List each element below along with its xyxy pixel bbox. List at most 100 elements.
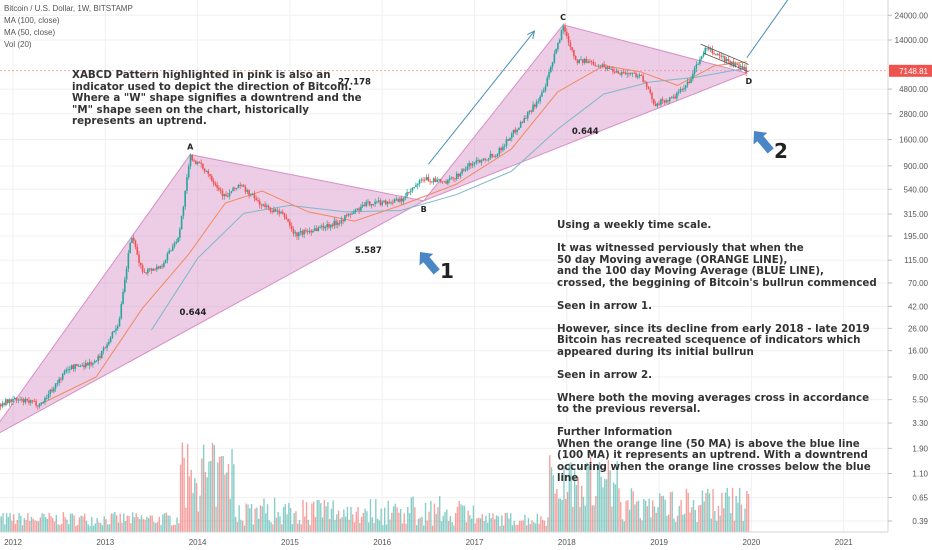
candle-body: [441, 181, 444, 183]
candle-body: [207, 170, 210, 175]
volume-bar: [366, 511, 368, 532]
volume-bar: [451, 522, 453, 532]
volume-bar: [199, 495, 201, 532]
candle-body: [697, 64, 699, 65]
callout-arrow-1: [419, 252, 440, 275]
candle-body: [534, 104, 536, 107]
candle-body: [289, 221, 291, 226]
candle-body: [692, 73, 694, 80]
volume-bar: [705, 492, 707, 532]
candle-body: [342, 219, 344, 221]
candle-body: [58, 378, 60, 383]
pattern-ratio-label: 27.178: [338, 78, 371, 88]
candle-body: [739, 65, 742, 67]
volume-bar: [586, 462, 588, 532]
candle-body: [223, 194, 226, 197]
volume-bar: [618, 488, 620, 532]
candle-body: [230, 191, 233, 193]
price-tick-label: 0.65: [912, 494, 928, 503]
candle-body: [642, 75, 644, 82]
candle-body: [596, 65, 598, 67]
volume-bar: [80, 515, 82, 532]
pattern-ratio-label: 5.587: [355, 246, 382, 256]
price-tick-label: 2800.00: [899, 110, 928, 119]
price-tick-label: 26.00: [908, 324, 929, 333]
candle-body: [271, 211, 273, 213]
legend-ma100[interactable]: MA (100, close): [4, 16, 60, 25]
candle-body: [548, 72, 550, 78]
candle-body: [102, 347, 105, 351]
volume-bar: [321, 517, 324, 532]
candle-body: [645, 82, 648, 87]
volume-bar: [186, 443, 189, 532]
candle-body: [333, 220, 336, 226]
price-tick-label: 14000.00: [895, 36, 929, 45]
candle-body: [578, 59, 581, 64]
candle-body: [228, 192, 231, 197]
volume-bar: [201, 458, 203, 532]
candle-body: [583, 58, 586, 63]
volume-bar: [426, 520, 428, 532]
legend-ma50[interactable]: MA (50, close): [4, 28, 56, 37]
volume-bar: [463, 505, 466, 532]
pattern-ratio-label: 0.644: [572, 127, 599, 137]
legend-vol[interactable]: Vol (20): [4, 40, 32, 49]
candle-body: [303, 230, 305, 235]
candle-body: [729, 60, 731, 64]
volume-bar: [300, 524, 302, 532]
volume-bar: [552, 475, 555, 532]
candle-body: [422, 179, 424, 181]
candle-body: [495, 156, 497, 157]
candle-body: [255, 198, 257, 200]
candle-body: [523, 118, 525, 123]
candle-body: [576, 59, 579, 64]
volume-bar: [20, 515, 22, 532]
candle-body: [3, 403, 5, 405]
candle-body: [594, 64, 596, 66]
volume-bar: [103, 516, 105, 532]
projection-arrow-head: [527, 30, 536, 39]
volume-bar: [470, 518, 473, 532]
volume-bar: [41, 513, 43, 532]
volume-bar: [250, 503, 253, 532]
volume-bar: [254, 508, 256, 532]
price-tick-label: 1.10: [912, 469, 928, 478]
volume-bar: [343, 509, 345, 532]
volume-bar: [501, 515, 503, 532]
candle-body: [542, 90, 545, 93]
volume-bar: [458, 501, 460, 532]
volume-bar: [646, 506, 649, 532]
candle-body: [322, 225, 325, 229]
volume-bar: [233, 464, 235, 532]
candle-body: [92, 363, 94, 365]
candle-body: [514, 129, 517, 133]
volume-bar: [550, 467, 553, 532]
candle-body: [95, 360, 98, 362]
candle-body: [482, 158, 485, 161]
pattern-point-label: B: [421, 205, 427, 214]
candle-body: [599, 65, 602, 67]
volume-bar: [639, 518, 641, 532]
candle-body: [439, 179, 442, 182]
candle-body: [19, 399, 21, 401]
candle-body: [99, 355, 101, 358]
candle-body: [395, 199, 398, 201]
candle-body: [8, 399, 11, 403]
candle-body: [363, 204, 366, 207]
volume-bar: [524, 514, 526, 532]
candle-body: [301, 231, 304, 235]
volume-bar: [419, 517, 421, 532]
price-tick-label: 9.00: [912, 373, 928, 382]
candle-body: [37, 405, 39, 407]
legend-symbol[interactable]: Bitcoin / U.S. Dollar, 1W, BITSTAMP: [4, 4, 133, 13]
volume-bar: [23, 518, 26, 532]
volume-bar: [604, 478, 606, 532]
candle-body: [519, 122, 522, 128]
candle-body: [640, 74, 643, 76]
volume-bar: [467, 510, 469, 532]
candle-body: [134, 240, 137, 247]
candle-body: [408, 192, 410, 193]
candle-body: [45, 397, 48, 399]
volume-bar: [607, 459, 610, 532]
